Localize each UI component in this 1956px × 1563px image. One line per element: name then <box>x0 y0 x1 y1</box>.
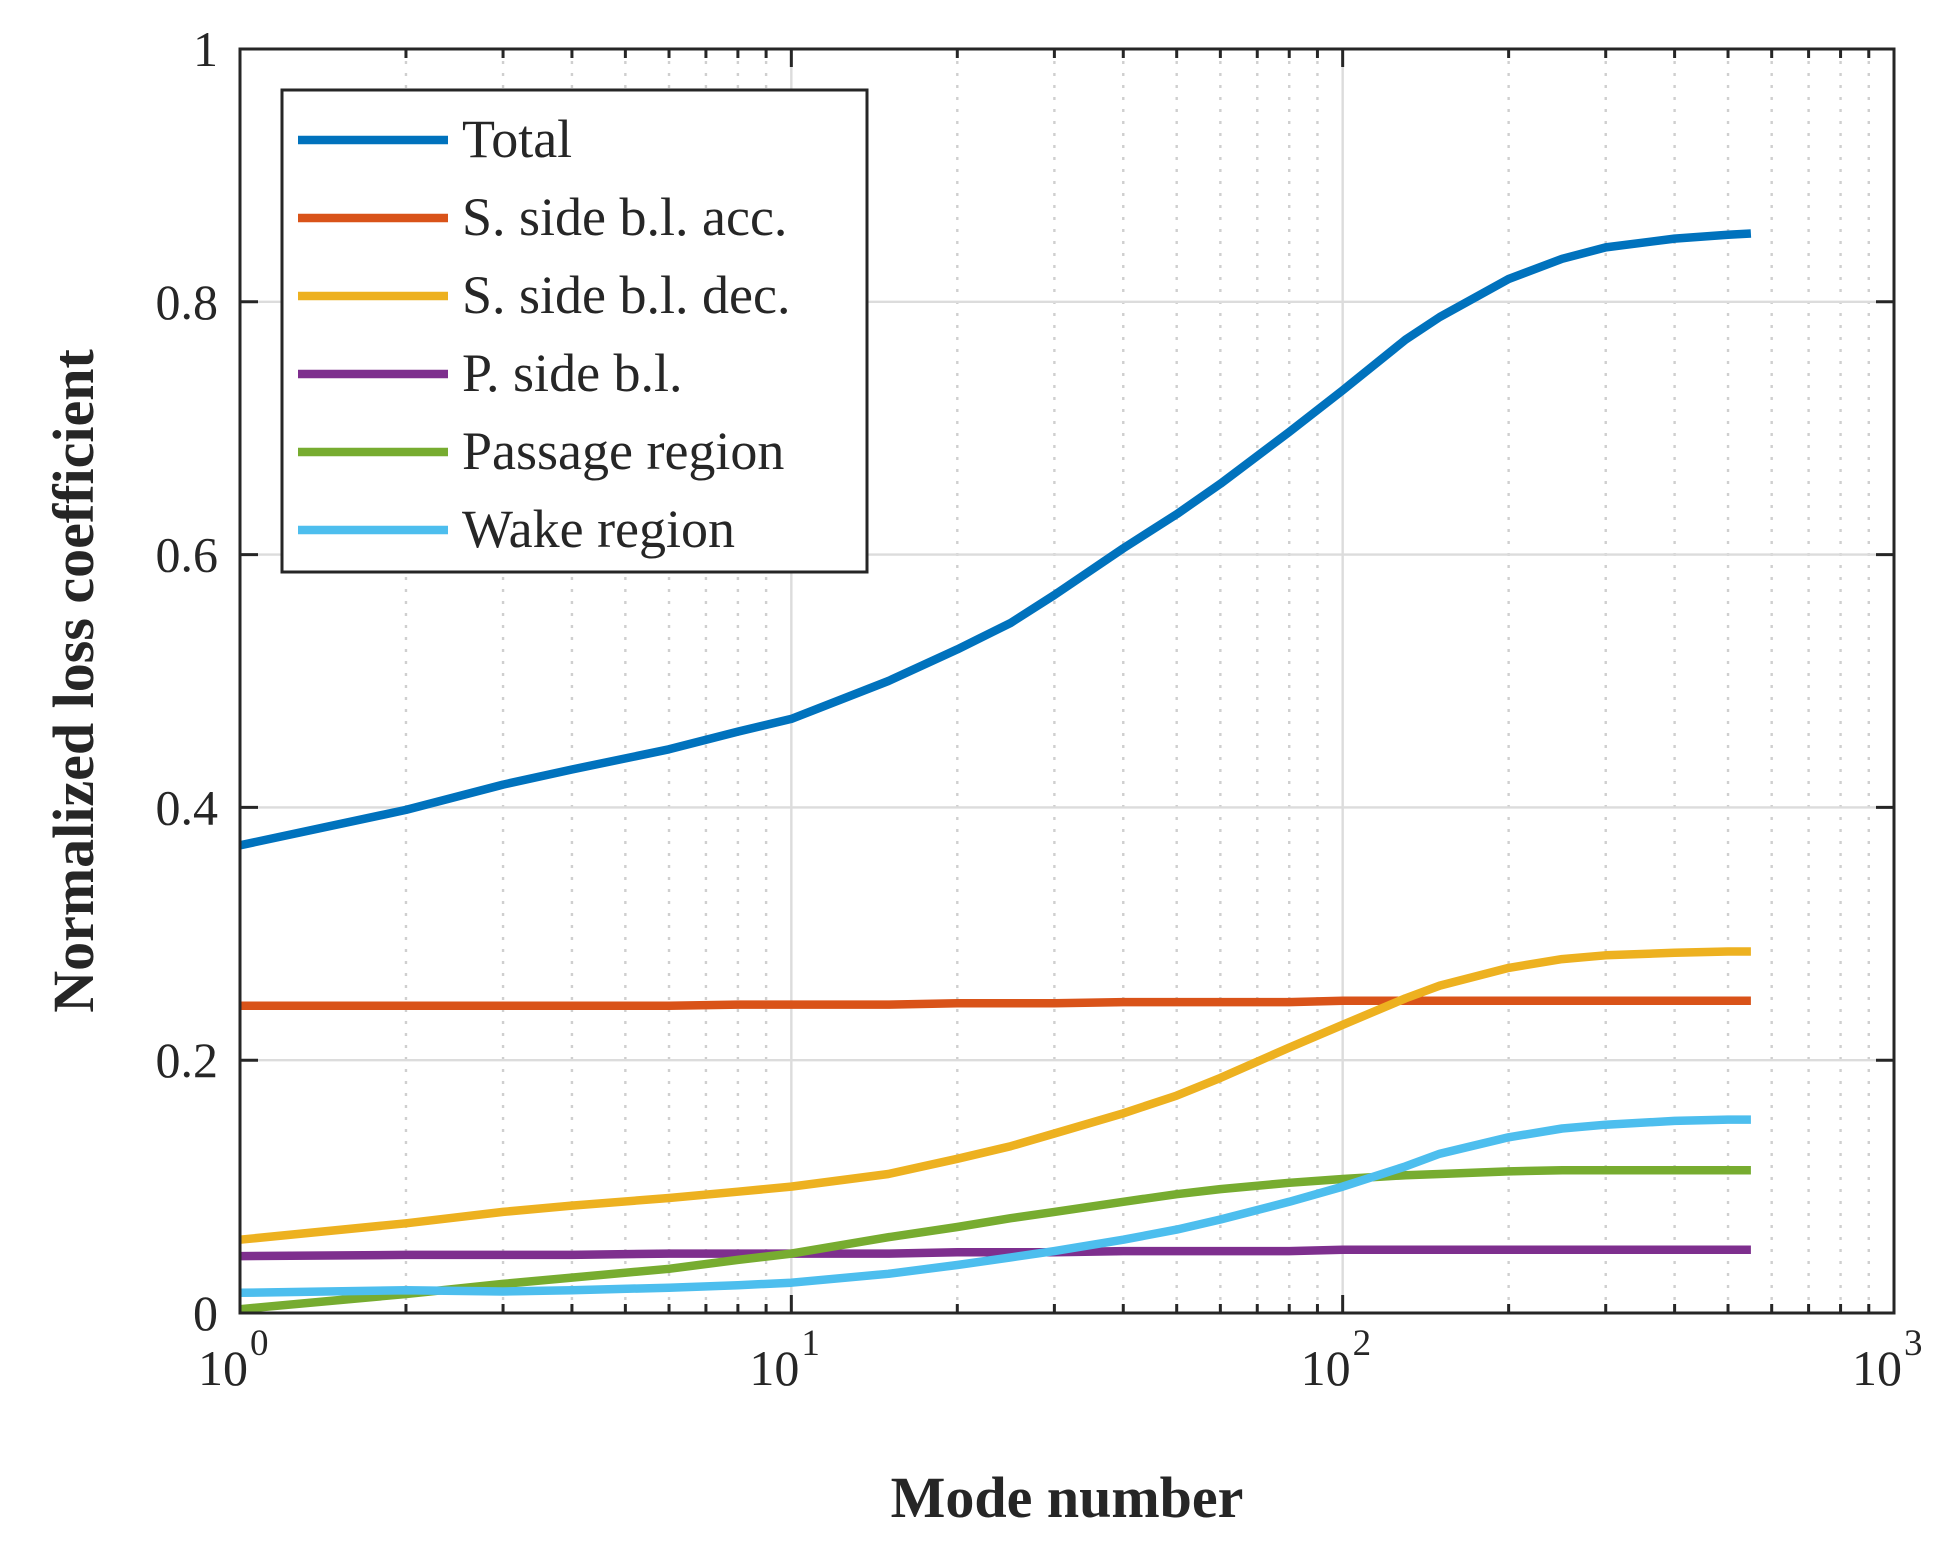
series-line-s-side-b-l-acc <box>240 996 1751 1011</box>
legend-label: S. side b.l. acc. <box>462 187 787 247</box>
series-layer <box>239 229 1752 1314</box>
legend: Total S. side b.l. acc. S. side b.l. dec. P… <box>280 88 869 574</box>
x-tick-label: 10 0 <box>198 1323 269 1396</box>
x-tick-label: 10 3 <box>1852 1323 1923 1396</box>
legend-entry-s-side-b-l-dec: S. side b.l. dec. <box>298 265 790 325</box>
series-line-total <box>239 229 1752 850</box>
tick-layer <box>238 47 1896 1315</box>
x-tick-labels: 10 0 10 1 10 2 10 3 <box>198 1323 1923 1396</box>
x-tick-label-exponent: 1 <box>801 1323 820 1364</box>
x-tick-label-exponent: 0 <box>250 1323 269 1364</box>
legend-entry-s-side-b-l-acc: S. side b.l. acc. <box>298 187 787 247</box>
y-tick-label: 0.4 <box>156 779 219 835</box>
legend-box <box>280 88 869 574</box>
y-tick-label: 0.2 <box>156 1032 219 1088</box>
x-tick-label-exponent: 2 <box>1353 1323 1372 1364</box>
series-line-wake-region <box>239 1115 1751 1298</box>
series-line-passage-region <box>239 1165 1751 1314</box>
legend-label: Passage region <box>462 421 784 481</box>
y-axis-title: Normalized loss coefficient <box>41 349 106 1013</box>
x-tick-label-base: 10 <box>749 1340 799 1396</box>
legend-entry-passage-region: Passage region <box>298 421 784 481</box>
y-tick-label: 0 <box>193 1285 218 1341</box>
x-tick-label: 10 2 <box>1301 1323 1372 1396</box>
plot-area-frame <box>238 47 1896 1315</box>
x-tick-label-base: 10 <box>1301 1340 1351 1396</box>
legend-entry-total: Total <box>298 109 572 169</box>
x-tick-label-base: 10 <box>1852 1340 1902 1396</box>
legend-label: Total <box>462 109 572 169</box>
x-axis-title: Mode number <box>891 1465 1244 1530</box>
series-line-s-side-b-l-dec <box>239 947 1751 1244</box>
series-line-p-side-b-l <box>239 1245 1751 1261</box>
y-tick-label: 0.6 <box>156 527 219 583</box>
x-tick-label: 10 1 <box>749 1323 820 1396</box>
y-tick-labels: 0 0.2 0.4 0.6 0.8 1 <box>156 21 219 1341</box>
legend-entry-p-side-b-l: P. side b.l. <box>298 343 683 403</box>
legend-entries: Total S. side b.l. acc. S. side b.l. dec. P… <box>298 109 790 559</box>
y-tick-label: 1 <box>193 21 218 77</box>
legend-label: Wake region <box>462 499 735 559</box>
legend-entry-wake-region: Wake region <box>298 499 735 559</box>
legend-label: P. side b.l. <box>462 343 683 403</box>
x-tick-label-base: 10 <box>198 1340 248 1396</box>
y-tick-label: 0.8 <box>156 274 219 330</box>
legend-label: S. side b.l. dec. <box>462 265 790 325</box>
x-tick-label-exponent: 3 <box>1904 1323 1923 1364</box>
